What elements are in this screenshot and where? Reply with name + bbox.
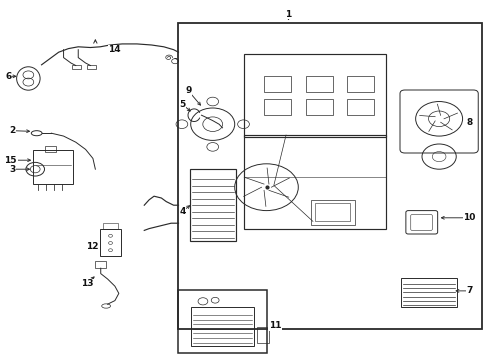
Bar xyxy=(178,23,481,329)
Text: 13: 13 xyxy=(81,279,93,288)
Text: 15: 15 xyxy=(4,156,17,165)
Bar xyxy=(190,307,254,346)
Text: 4: 4 xyxy=(179,207,185,216)
Bar xyxy=(95,261,106,268)
Bar xyxy=(244,54,386,137)
Bar xyxy=(178,290,266,353)
Text: 8: 8 xyxy=(466,118,471,127)
Bar xyxy=(264,99,290,115)
Text: 6: 6 xyxy=(6,72,12,81)
Text: 9: 9 xyxy=(184,86,191,95)
Bar xyxy=(310,200,354,225)
Bar xyxy=(87,65,96,69)
Bar xyxy=(315,203,349,221)
Bar xyxy=(244,135,386,229)
Text: 5: 5 xyxy=(179,100,185,109)
Bar xyxy=(305,76,332,92)
Text: 14: 14 xyxy=(108,45,121,54)
Bar xyxy=(72,65,81,69)
Bar xyxy=(100,229,121,256)
Bar xyxy=(45,146,56,152)
Text: 7: 7 xyxy=(465,287,472,295)
Bar xyxy=(400,278,456,307)
Text: 12: 12 xyxy=(85,242,98,251)
Text: 3: 3 xyxy=(9,165,15,174)
Bar xyxy=(256,327,268,343)
Bar xyxy=(102,223,118,229)
Bar xyxy=(264,76,290,92)
Bar xyxy=(305,99,332,115)
Text: 10: 10 xyxy=(462,213,475,222)
Bar xyxy=(346,99,373,115)
Bar xyxy=(189,169,236,241)
Bar xyxy=(33,150,73,184)
Text: 11: 11 xyxy=(268,321,281,330)
Text: 2: 2 xyxy=(9,126,15,135)
Text: 1: 1 xyxy=(285,10,291,19)
Bar xyxy=(346,76,373,92)
